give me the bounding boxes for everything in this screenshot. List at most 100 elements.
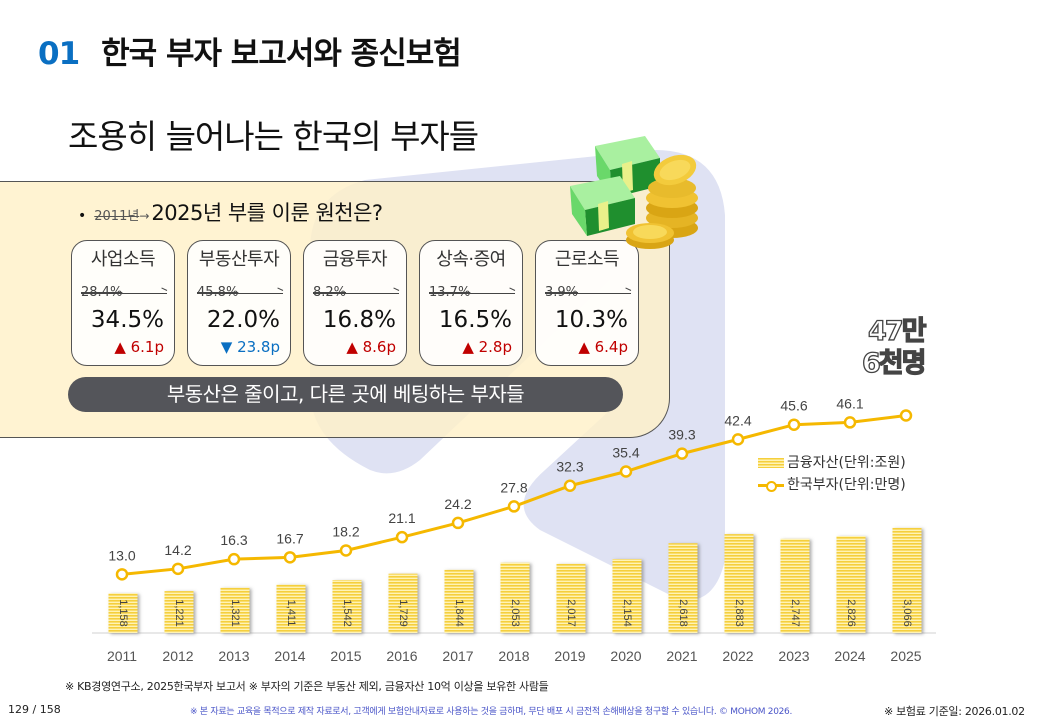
- line-point: [115, 568, 129, 581]
- bar-value-label: 1,844: [453, 599, 465, 627]
- legend-line-swatch: [758, 480, 784, 492]
- total-rich-callout: 47만 6천명: [861, 315, 927, 380]
- arrow-right-icon: →: [139, 209, 150, 223]
- bar-financial-assets: [220, 587, 250, 633]
- bar-value-label: 1,542: [341, 599, 353, 627]
- page-number: 129 / 158: [8, 703, 61, 716]
- line-point: [227, 552, 241, 566]
- arrow-right-icon: [429, 293, 515, 294]
- line-point: [787, 418, 801, 431]
- x-tick-label: 2022: [722, 648, 753, 664]
- old-year-strikethrough: 2011년: [94, 209, 140, 224]
- callout-line2: 6천명: [861, 347, 927, 379]
- line-point: [395, 530, 409, 544]
- line-point: [843, 416, 857, 429]
- section-number: 01: [38, 36, 80, 72]
- line-value-label: 16.3: [220, 532, 247, 548]
- bar-financial-assets: [556, 563, 586, 633]
- line-value-label: 13.0: [108, 547, 135, 563]
- x-tick-label: 2016: [386, 648, 417, 664]
- bar-value-label: 1,411: [285, 600, 297, 627]
- card-label: 금융투자: [322, 249, 388, 270]
- line-point: [675, 447, 689, 460]
- card-delta-up: ▲ 2.8p: [462, 338, 512, 356]
- x-tick-label: 2018: [498, 648, 529, 664]
- bar-value-label: 3,066: [901, 599, 913, 627]
- card-new-value: 16.5%: [438, 307, 512, 333]
- x-tick-label: 2014: [274, 648, 305, 664]
- section-title-text: 한국 부자 보고서와 종신보험: [101, 36, 462, 72]
- bar-value-label: 2,053: [509, 599, 521, 627]
- bar-value-label: 2,883: [733, 599, 745, 627]
- x-tick-label: 2021: [666, 648, 697, 664]
- bar-financial-assets: [836, 536, 866, 633]
- x-tick-label: 2015: [330, 648, 361, 664]
- legend-bar-swatch: [758, 458, 784, 468]
- card-new-value: 34.5%: [90, 307, 164, 333]
- line-point: [171, 562, 185, 576]
- bar-value-label: 2,826: [845, 599, 857, 627]
- bullet: •: [78, 208, 87, 224]
- bar-value-label: 1,221: [173, 599, 185, 627]
- bar-value-label: 1,158: [117, 599, 129, 627]
- question-text: 2025년 부를 이룬 원천은?: [151, 201, 383, 225]
- line-point: [451, 516, 465, 530]
- wealth-source-cards: 사업소득 28.4% 34.5% ▲ 6.1p 부동산투자 45.8% 22.0…: [71, 240, 639, 366]
- line-point: [283, 551, 297, 564]
- money-stack-coins-icon: [570, 136, 698, 249]
- line-point: [619, 465, 633, 478]
- source-card: 금융투자 8.2% 16.8% ▲ 8.6p: [303, 240, 407, 366]
- card-delta-up: ▲ 8.6p: [346, 338, 396, 356]
- bar-value-label: 2,154: [621, 599, 633, 627]
- line-value-label: 42.4: [724, 412, 751, 428]
- line-value-label: 35.4: [612, 445, 639, 461]
- x-tick-label: 2024: [834, 648, 865, 664]
- card-new-value: 16.8%: [322, 307, 396, 333]
- line-point: [563, 479, 577, 492]
- line-point: [507, 500, 521, 513]
- legend-label: 한국부자(단위:만명): [787, 477, 906, 493]
- card-delta-down: ▼ 23.8p: [220, 338, 280, 356]
- arrow-right-icon: [81, 293, 167, 294]
- bar-financial-assets: [668, 543, 698, 633]
- chart-legend: 금융자산(단위:조원) 한국부자(단위:만명): [758, 452, 906, 496]
- callout-line1: 47만: [867, 315, 927, 347]
- bar-value-label: 1,729: [397, 599, 409, 627]
- source-card: 사업소득 28.4% 34.5% ▲ 6.1p: [71, 240, 175, 366]
- x-tick-label: 2012: [162, 648, 193, 664]
- copyright-notice: ※ 본 자료는 교육을 목적으로 제작 자료로서, 고객에게 보험안내자료로 사…: [190, 707, 793, 717]
- bar-value-label: 2,747: [789, 599, 801, 627]
- bar-financial-assets: [276, 584, 306, 633]
- bar-financial-assets: [388, 573, 418, 633]
- line-value-label: 21.1: [388, 510, 415, 526]
- card-label: 부동산투자: [198, 249, 280, 270]
- bar-financial-assets: [108, 593, 138, 633]
- bar-financial-assets: [164, 591, 194, 633]
- x-tick-label: 2023: [778, 648, 809, 664]
- legend-item-financial-assets: 금융자산(단위:조원): [758, 452, 906, 474]
- card-delta-up: ▲ 6.4p: [578, 338, 628, 356]
- x-tick-label: 2011: [107, 648, 137, 664]
- x-tick-label: 2019: [554, 648, 585, 664]
- line-value-label: 14.2: [164, 542, 191, 558]
- bar-financial-assets: [444, 569, 474, 633]
- line-value-label: 39.3: [668, 427, 695, 443]
- bar-value-label: 2,017: [565, 599, 577, 627]
- line-value-label: 45.6: [780, 398, 807, 414]
- source-note: ※ KB경영연구소, 2025한국부자 보고서 ※ 부자의 기준은 부동산 제외…: [65, 680, 549, 693]
- arrow-right-icon: [545, 293, 631, 294]
- line-point: [899, 409, 913, 422]
- x-tick-label: 2017: [442, 648, 473, 664]
- card-old-value: 8.2%: [313, 285, 347, 300]
- bar-financial-assets: [332, 580, 362, 633]
- bar-value-label: 2,618: [677, 599, 689, 627]
- source-card: 상속·증여 13.7% 16.5% ▲ 2.8p: [419, 240, 523, 366]
- line-value-label: 27.8: [500, 479, 527, 495]
- panel-question: • 2011년 → 2025년 부를 이룬 원천은?: [78, 197, 383, 227]
- card-old-value: 45.8%: [197, 285, 239, 300]
- x-tick-label: 2013: [218, 648, 249, 664]
- bar-value-label: 1,321: [229, 599, 241, 627]
- line-value-label: 32.3: [556, 459, 583, 475]
- bar-financial-assets: [612, 559, 642, 633]
